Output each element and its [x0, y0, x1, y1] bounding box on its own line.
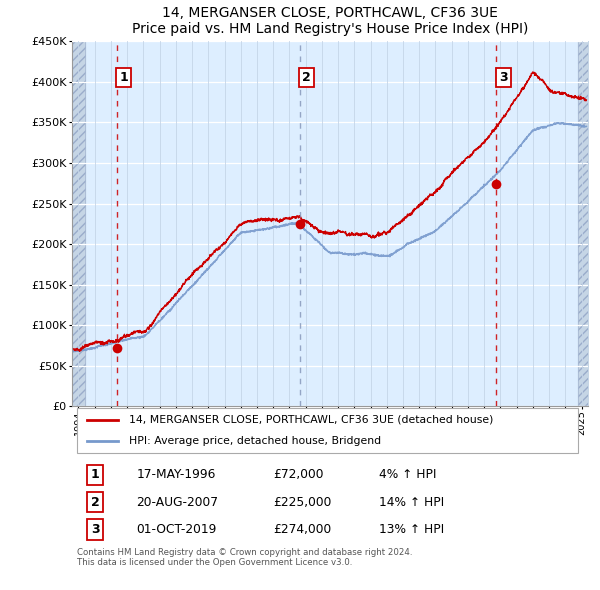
- Text: 01-OCT-2019: 01-OCT-2019: [137, 523, 217, 536]
- Text: 14, MERGANSER CLOSE, PORTHCAWL, CF36 3UE (detached house): 14, MERGANSER CLOSE, PORTHCAWL, CF36 3UE…: [129, 415, 493, 425]
- Text: 2: 2: [91, 496, 100, 509]
- Text: 4% ↑ HPI: 4% ↑ HPI: [379, 468, 437, 481]
- Text: 13% ↑ HPI: 13% ↑ HPI: [379, 523, 444, 536]
- Text: HPI: Average price, detached house, Bridgend: HPI: Average price, detached house, Brid…: [129, 436, 381, 446]
- Title: 14, MERGANSER CLOSE, PORTHCAWL, CF36 3UE
Price paid vs. HM Land Registry's House: 14, MERGANSER CLOSE, PORTHCAWL, CF36 3UE…: [132, 6, 528, 36]
- Text: £72,000: £72,000: [273, 468, 324, 481]
- Text: Contains HM Land Registry data © Crown copyright and database right 2024.
This d: Contains HM Land Registry data © Crown c…: [77, 548, 413, 567]
- Text: £225,000: £225,000: [273, 496, 332, 509]
- Text: 1: 1: [119, 71, 128, 84]
- Text: 20-AUG-2007: 20-AUG-2007: [137, 496, 218, 509]
- Text: 2: 2: [302, 71, 311, 84]
- Text: £274,000: £274,000: [273, 523, 331, 536]
- Text: 3: 3: [91, 523, 100, 536]
- FancyBboxPatch shape: [77, 408, 578, 453]
- Text: 17-MAY-1996: 17-MAY-1996: [137, 468, 216, 481]
- Text: 1: 1: [91, 468, 100, 481]
- Text: 3: 3: [499, 71, 508, 84]
- Text: 14% ↑ HPI: 14% ↑ HPI: [379, 496, 444, 509]
